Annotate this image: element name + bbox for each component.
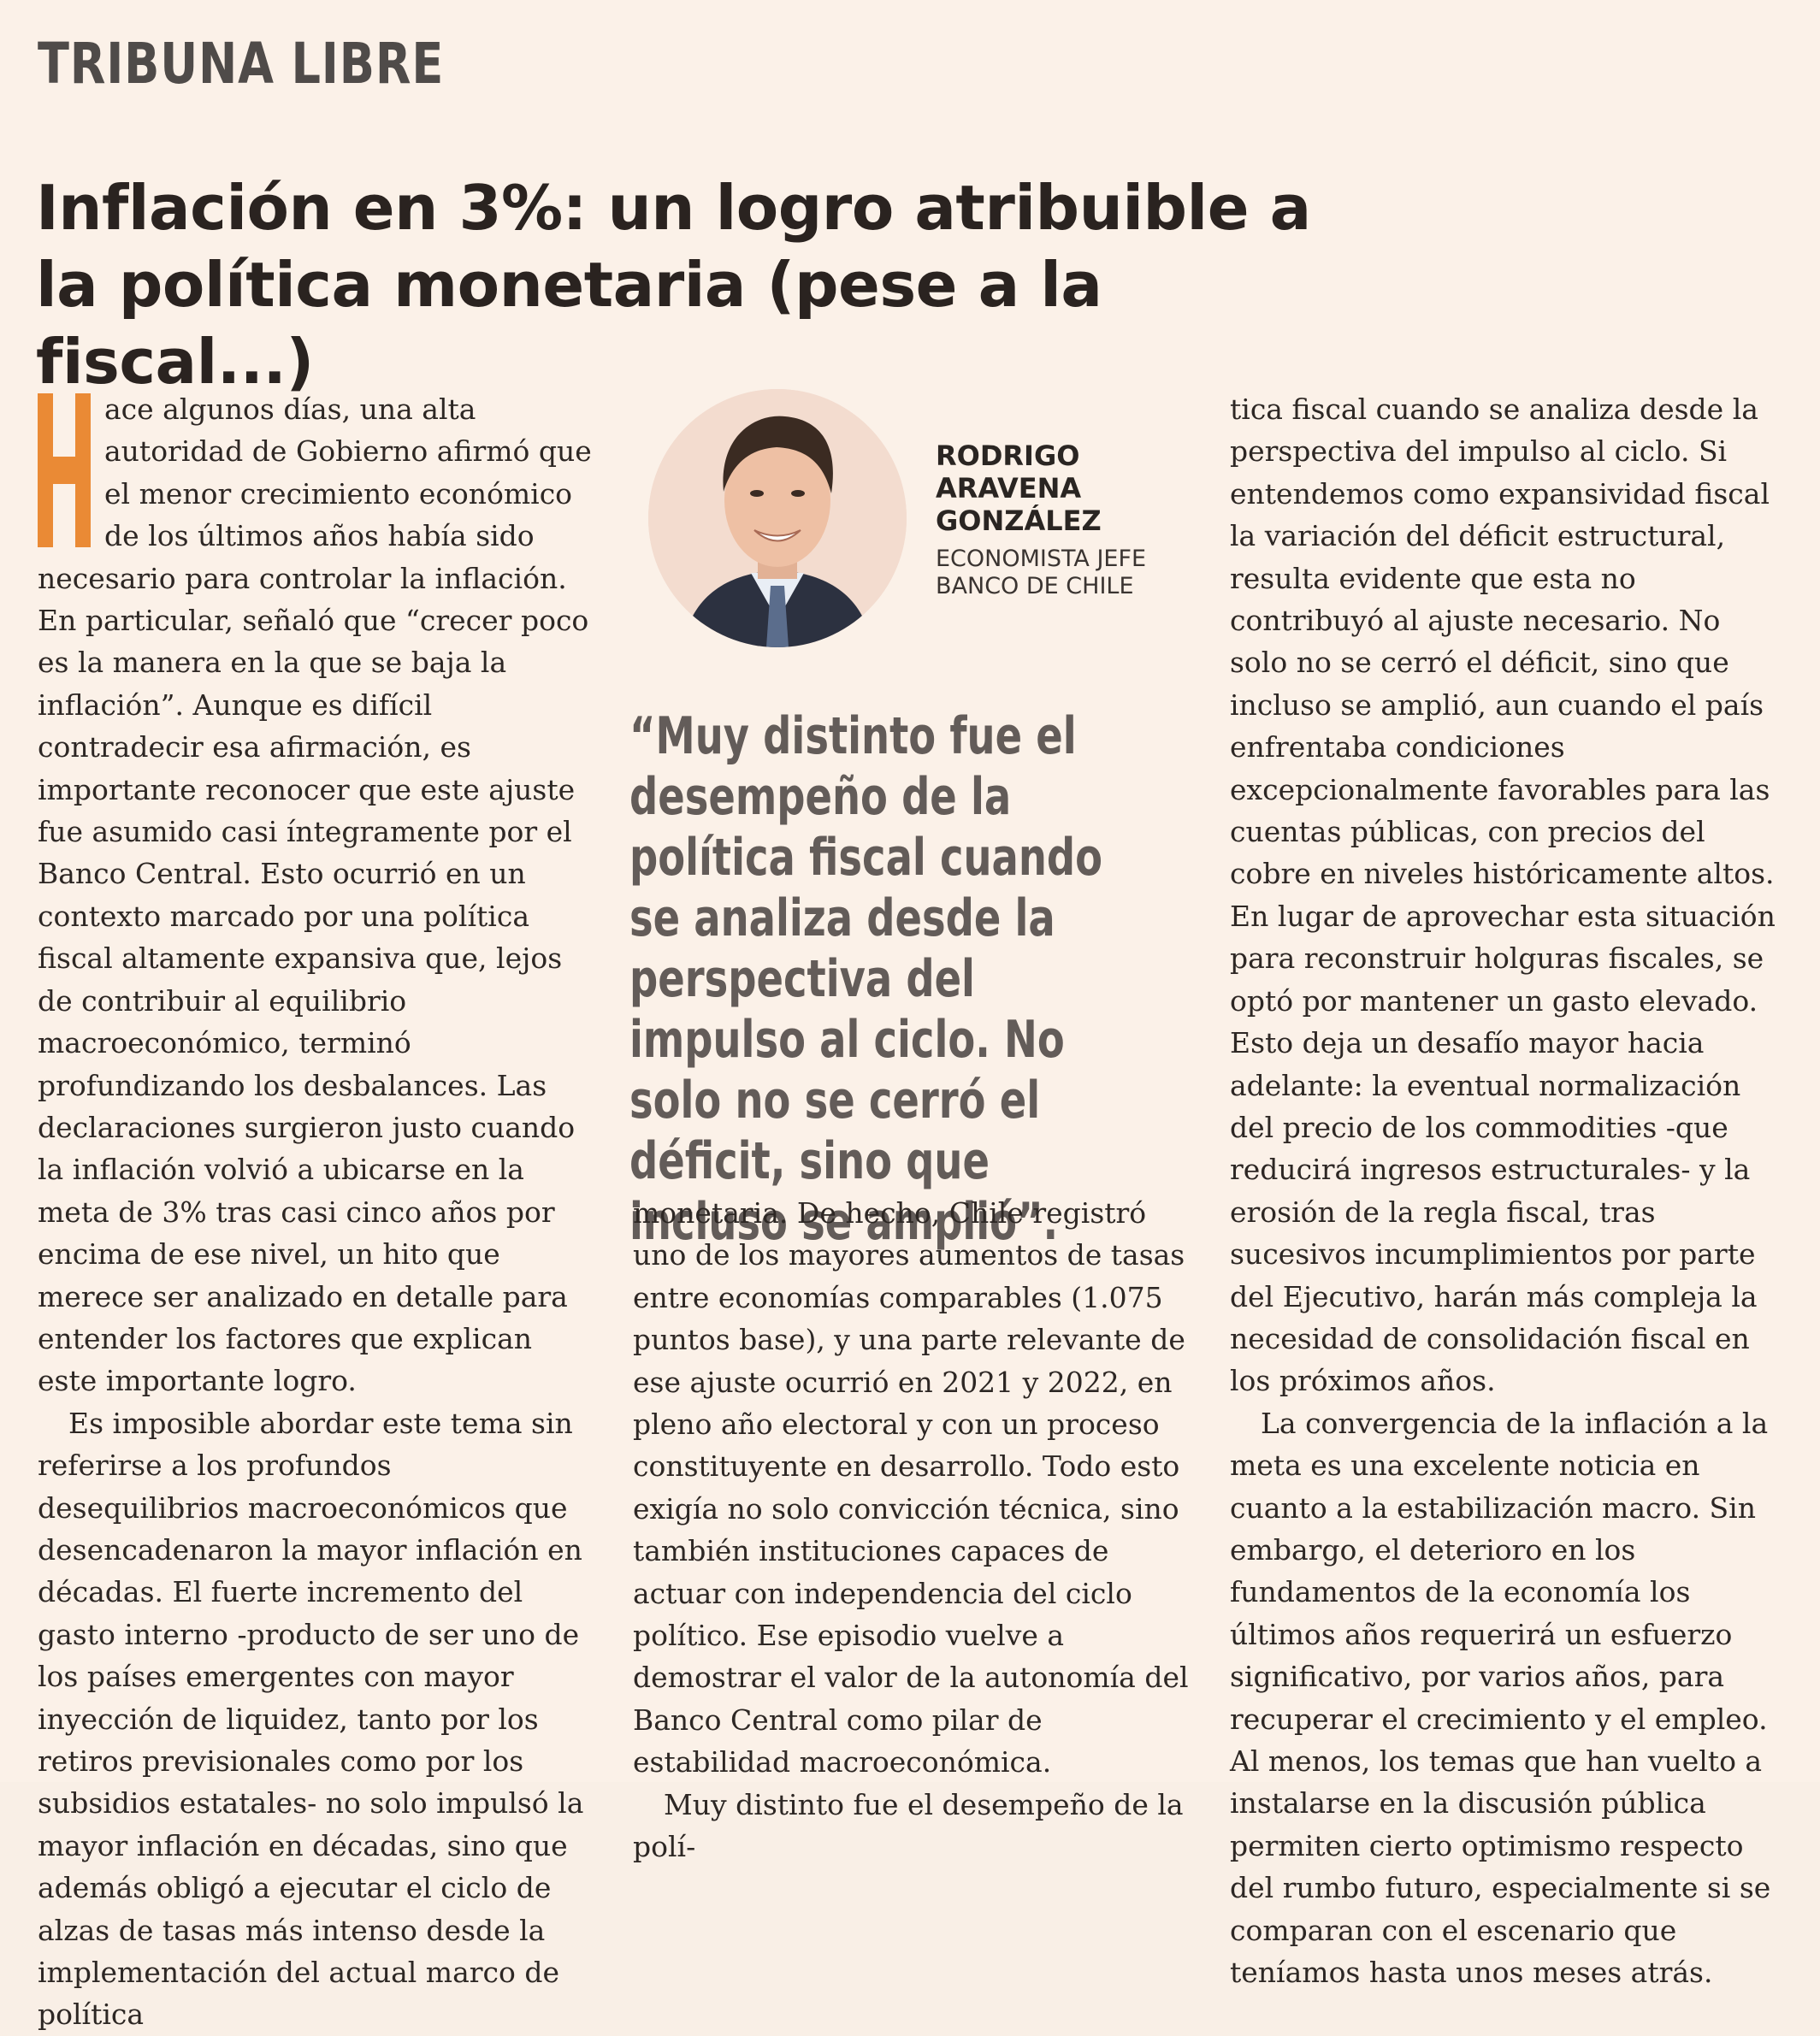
author-role-line-2: BANCO DE CHILE bbox=[936, 573, 1134, 599]
column-right: tica fiscal cuando se analiza desde la p… bbox=[1230, 388, 1786, 1993]
dropcap: H bbox=[38, 393, 91, 547]
body-paragraph-2: Es imposible abordar este tema sin refer… bbox=[38, 1406, 584, 2032]
author-photo bbox=[648, 389, 907, 647]
pull-quote: “Muy distinto fue el desempeño de la pol… bbox=[629, 706, 1103, 1252]
author-photo-illustration bbox=[648, 389, 907, 647]
author-byline: RODRIGO ARAVENA GONZÁLEZ ECONOMISTA JEFE… bbox=[936, 440, 1146, 600]
author-role-line-1: ECONOMISTA JEFE bbox=[936, 546, 1147, 572]
author-name-line-2: ARAVENA bbox=[936, 472, 1082, 505]
body-paragraph-6: La convergencia de la inflación a la met… bbox=[1230, 1406, 1771, 1990]
column-left: H ace algunos días, una alta autoridad d… bbox=[38, 388, 594, 2036]
body-paragraph-3: monetaria. De hecho, Chile registró uno … bbox=[633, 1196, 1189, 1779]
author-name-line-1: RODRIGO bbox=[936, 440, 1080, 472]
author-name-line-3: GONZÁLEZ bbox=[936, 505, 1102, 537]
column-middle: monetaria. De hecho, Chile registró uno … bbox=[633, 1192, 1189, 1868]
body-paragraph-1: ace algunos días, una alta autoridad de … bbox=[38, 392, 592, 1398]
section-label: TRIBUNA LIBRE bbox=[38, 31, 445, 97]
body-paragraph-4: Muy distinto fue el desempeño de la polí… bbox=[633, 1787, 1184, 1864]
body-paragraph-5: tica fiscal cuando se analiza desde la p… bbox=[1230, 392, 1776, 1398]
article-page: TRIBUNA LIBRE Inflación en 3%: un logro … bbox=[36, 31, 1776, 2032]
headline: Inflación en 3%: un logro atribuible a l… bbox=[36, 172, 1311, 398]
